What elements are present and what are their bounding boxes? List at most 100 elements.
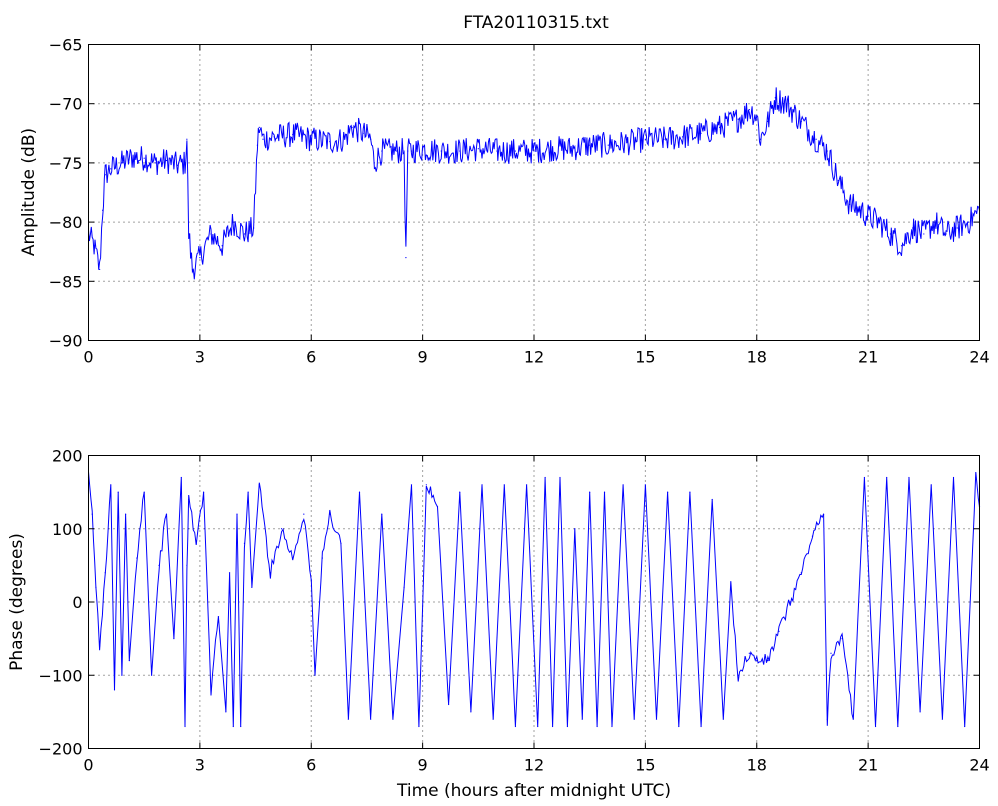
phase-data-point xyxy=(559,476,561,479)
amplitude-data-point xyxy=(370,138,372,140)
phase-data-point xyxy=(410,484,413,486)
phase-grid xyxy=(88,455,980,749)
phase-data-point xyxy=(737,674,739,676)
phase-data-point xyxy=(667,491,669,493)
amplitude-xtick-label: 12 xyxy=(524,348,544,367)
amplitude-data-point xyxy=(956,227,958,229)
amplitude-ytick-label: −70 xyxy=(49,95,83,114)
phase-data-point xyxy=(852,718,854,720)
phase-data-point xyxy=(525,484,528,486)
amplitude-data-point xyxy=(767,120,769,123)
amplitude-data-point xyxy=(99,268,101,271)
amplitude-data-point xyxy=(589,144,591,146)
amplitude-data-point xyxy=(243,233,246,235)
amplitude-grid xyxy=(88,44,980,341)
amplitude-data-point xyxy=(837,180,840,182)
amplitude-data-point xyxy=(362,132,364,134)
phase-ylabel: Phase (degrees) xyxy=(7,533,27,671)
phase-data-point xyxy=(633,718,635,720)
phase-data-point xyxy=(622,484,624,486)
phase-data-point xyxy=(822,513,825,515)
amplitude-data-point xyxy=(759,138,762,140)
amplitude-data-point xyxy=(154,162,156,164)
phase-data-point xyxy=(503,484,505,486)
phase-data-point xyxy=(644,484,646,486)
phase-axes: 0 3 6 9 12 15 18 21 24 −200 −100 0 100 200 Phase (deg… xyxy=(7,447,990,802)
phase-data-point xyxy=(908,476,910,479)
amplitude-data-point xyxy=(188,233,190,235)
phase-data-point xyxy=(952,476,955,479)
amplitude-data-point xyxy=(210,233,212,235)
phase-data-point xyxy=(240,725,242,728)
phase-data-point xyxy=(826,718,828,720)
amplitude-data-point xyxy=(184,162,186,164)
phase-xtick-label: 0 xyxy=(83,756,93,775)
amplitude-data-point xyxy=(477,148,479,150)
amplitude-data-point xyxy=(663,138,665,140)
phase-xtick-label: 3 xyxy=(195,756,205,775)
amplitude-xtick-label: 6 xyxy=(306,348,316,367)
phase-data-point xyxy=(886,476,888,479)
amplitude-data-point xyxy=(104,174,106,176)
phase-data-point xyxy=(930,484,932,486)
phase-data-point xyxy=(418,725,420,728)
amplitude-data-point xyxy=(422,148,424,150)
amplitude-data-point xyxy=(396,150,398,152)
amplitude-ytick-label: −85 xyxy=(49,272,83,291)
amplitude-data-point xyxy=(407,150,409,152)
phase-data-point xyxy=(874,725,877,728)
phase-data-point xyxy=(184,725,186,728)
amplitude-data-point xyxy=(258,126,260,128)
amplitude-xtick-label: 0 xyxy=(83,348,93,367)
phase-data-point xyxy=(722,718,724,720)
phase-data-point xyxy=(425,484,427,486)
phase-data-point xyxy=(225,711,227,713)
amplitude-xtick-label: 9 xyxy=(418,348,428,367)
amplitude-ylabel: Amplitude (dB) xyxy=(19,128,39,256)
amplitude-data-point xyxy=(551,148,554,150)
amplitude-data-point xyxy=(132,156,134,158)
phase-data-point xyxy=(358,491,361,493)
phase-xtick-label: 15 xyxy=(635,756,655,775)
amplitude-data-point xyxy=(310,138,312,140)
amplitude-data-point xyxy=(945,233,947,235)
phase-data-point xyxy=(370,718,372,720)
phase-data-point xyxy=(678,725,680,728)
amplitude-data-point xyxy=(262,138,264,140)
amplitude-series-line xyxy=(88,87,980,280)
phase-data-point xyxy=(581,718,583,720)
phase-data-point xyxy=(897,725,899,728)
phase-data-point xyxy=(347,718,349,720)
amplitude-data-point xyxy=(719,126,721,128)
phase-data-point xyxy=(210,689,212,691)
amplitude-data-point xyxy=(93,245,95,247)
phase-data-point xyxy=(188,498,190,501)
phase-data-point xyxy=(202,491,205,493)
amplitude-data-point xyxy=(923,233,925,235)
phase-data-point xyxy=(247,491,249,493)
phase-xlabel: Time (hours after midnight UTC) xyxy=(396,781,671,801)
amplitude-data-point xyxy=(878,221,880,223)
amplitude-data-point xyxy=(934,221,936,223)
amplitude-data-point xyxy=(912,227,914,229)
amplitude-xtick-label: 3 xyxy=(195,348,205,367)
amplitude-data-point xyxy=(121,162,123,164)
amplitude-data-point xyxy=(410,150,413,152)
phase-ticks: 0 3 6 9 12 15 18 21 24 −200 −100 0 100 200 xyxy=(39,447,990,775)
amplitude-data-point xyxy=(253,227,255,229)
phase-data-point xyxy=(251,586,253,588)
phase-data-point xyxy=(756,660,758,662)
amplitude-data-point xyxy=(186,138,188,140)
amplitude-data-point xyxy=(533,150,535,152)
amplitude-data-point xyxy=(900,245,903,247)
phase-data-point xyxy=(228,572,231,574)
phase-data-point xyxy=(128,660,130,662)
phase-data-point xyxy=(551,725,554,728)
amplitude-data-point xyxy=(626,142,628,144)
phase-data-point xyxy=(767,660,769,662)
phase-data-point xyxy=(99,645,101,647)
phase-data-point xyxy=(381,513,383,515)
phase-data-point xyxy=(611,725,613,728)
amplitude-data-point xyxy=(737,118,739,120)
phase-data-point xyxy=(492,718,494,720)
